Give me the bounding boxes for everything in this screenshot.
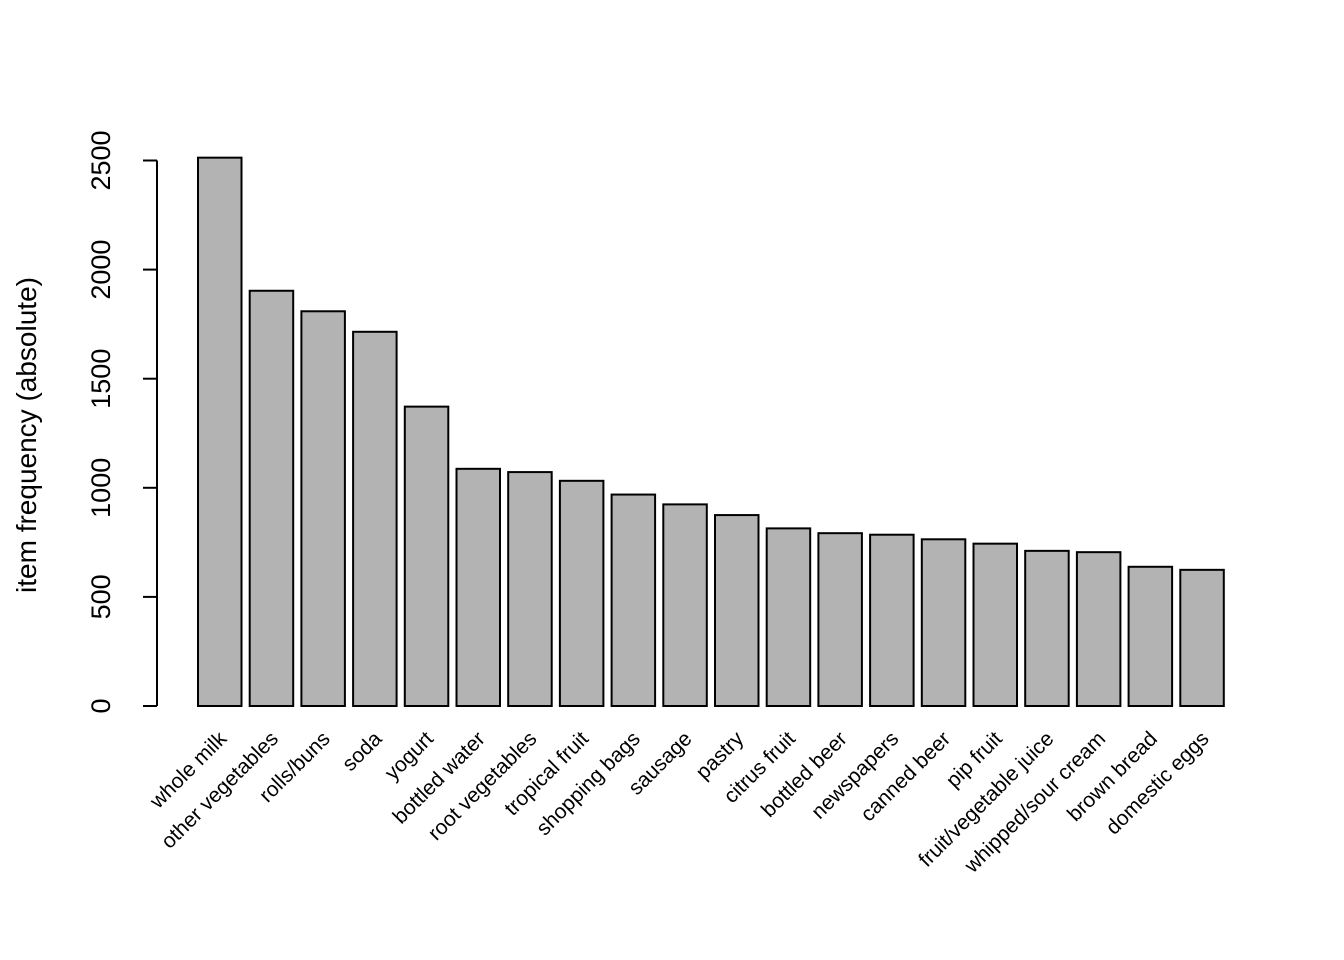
y-tick-label: 2500: [86, 130, 116, 190]
bar: [1127, 565, 1174, 707]
bar: [507, 471, 553, 707]
bar: [558, 479, 605, 707]
bar: [1075, 551, 1122, 707]
bar: [455, 467, 501, 707]
bar: [869, 533, 915, 708]
y-tick-label: 1500: [86, 349, 116, 409]
y-axis: 0 500 1000 1500 2000 2500: [86, 130, 158, 714]
y-tick-label: 2000: [86, 240, 116, 300]
bar: [610, 493, 657, 708]
bar: [920, 538, 967, 708]
y-tick-label: 500: [86, 574, 116, 619]
bar: [300, 310, 346, 707]
bars: [197, 156, 1225, 708]
bar: [197, 156, 243, 708]
bar: [817, 532, 863, 708]
bar: [972, 542, 1018, 707]
bar: [662, 503, 708, 708]
bar: [765, 527, 812, 707]
bar: [248, 289, 295, 707]
y-axis-title: item frequency (absolute): [11, 277, 42, 593]
bar: [714, 514, 760, 708]
bar: [1024, 549, 1070, 707]
bar: [403, 405, 450, 707]
y-tick-label: 1000: [86, 458, 116, 518]
bar: [1179, 568, 1225, 707]
bar: [352, 330, 398, 707]
y-tick-label: 0: [86, 698, 116, 713]
